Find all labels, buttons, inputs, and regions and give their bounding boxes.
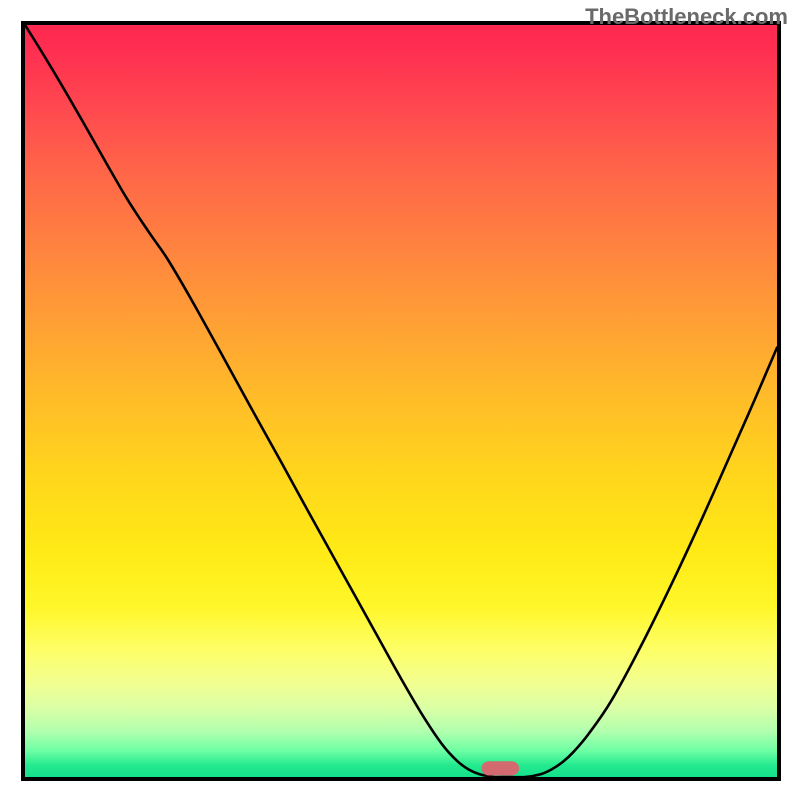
bottleneck-chart [0, 0, 800, 800]
chart-svg [0, 0, 800, 800]
chart-background [25, 25, 777, 777]
optimal-marker [481, 761, 519, 775]
